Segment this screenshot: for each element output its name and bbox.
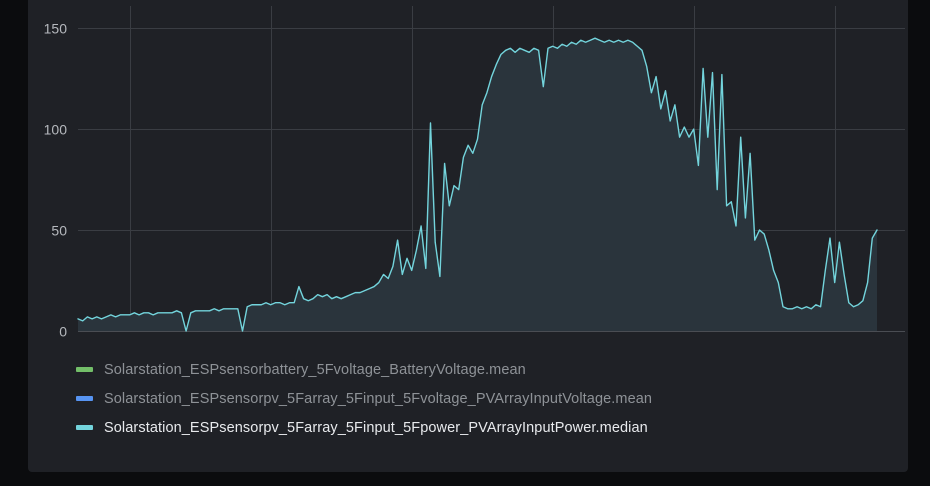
x-axis-tick-label: 12:00 xyxy=(113,344,148,345)
y-axis-tick-label: 50 xyxy=(51,223,67,239)
y-axis-tick-label: 0 xyxy=(59,324,67,340)
graph-panel: 05010015012:0013:0014:0015:0016:0017:00 … xyxy=(28,0,908,472)
legend-color-swatch xyxy=(76,396,93,401)
legend-item-battery-voltage[interactable]: Solarstation_ESPsensorbattery_5Fvoltage_… xyxy=(48,355,898,384)
legend-color-swatch xyxy=(76,425,93,430)
series-area-fill xyxy=(78,38,877,331)
legend-color-swatch xyxy=(76,367,93,372)
legend-item-pv-array-input-voltage[interactable]: Solarstation_ESPsensorpv_5Farray_5Finput… xyxy=(48,384,898,413)
x-axis-tick-label: 17:00 xyxy=(818,344,853,345)
x-axis-tick-label: 16:00 xyxy=(677,344,712,345)
timeseries-chart[interactable]: 0 50 100 150 12:00 13:00 14:00 15:00 16:00 17:00 xyxy=(28,0,908,345)
y-axis-tick-label: 100 xyxy=(44,122,68,138)
legend-item-label: Solarstation_ESPsensorbattery_5Fvoltage_… xyxy=(104,361,526,378)
legend: Solarstation_ESPsensorbattery_5Fvoltage_… xyxy=(48,355,898,442)
legend-item-label: Solarstation_ESPsensorpv_5Farray_5Finput… xyxy=(104,390,653,407)
plot-area[interactable]: 0 50 100 150 12:00 13:00 14:00 15:00 16:00 17:00 xyxy=(28,0,908,345)
legend-item-pv-array-input-power[interactable]: Solarstation_ESPsensorpv_5Farray_5Finput… xyxy=(48,413,898,442)
legend-item-label: Solarstation_ESPsensorpv_5Farray_5Finput… xyxy=(104,419,648,436)
series-line-pv-array-input-power[interactable] xyxy=(77,37,878,332)
x-axis-tick-label: 13:00 xyxy=(254,344,289,345)
x-axis-tick-label: 15:00 xyxy=(536,344,571,345)
y-axis-tick-label: 150 xyxy=(44,21,68,37)
x-axis-tick-label: 14:00 xyxy=(395,344,430,345)
